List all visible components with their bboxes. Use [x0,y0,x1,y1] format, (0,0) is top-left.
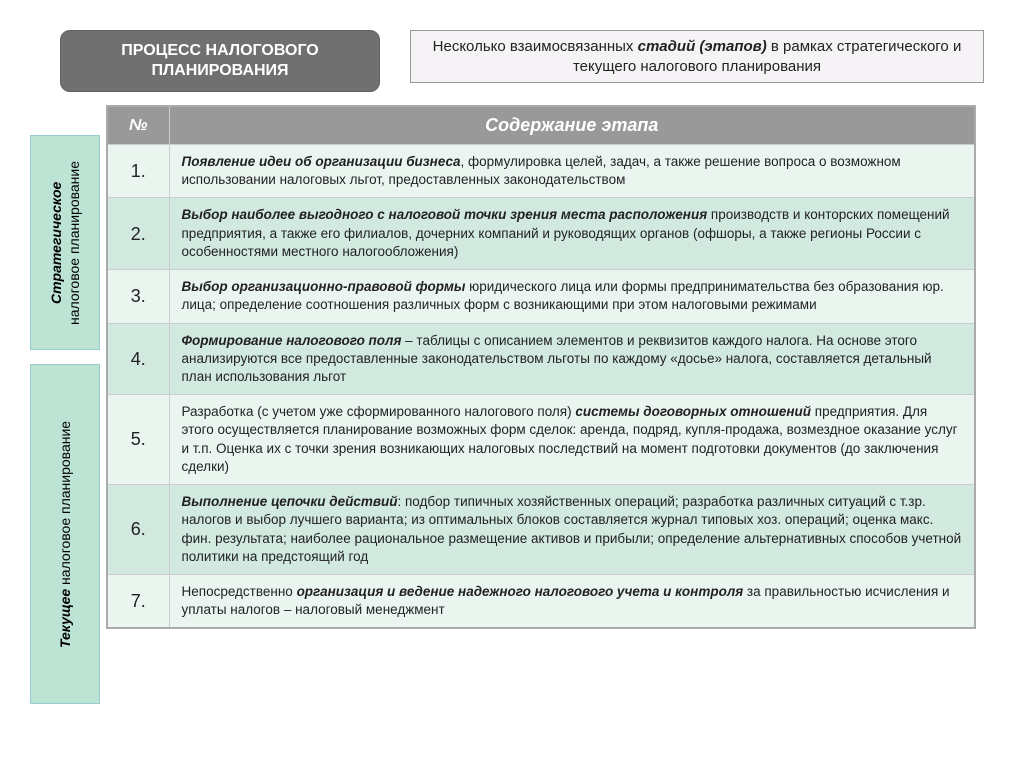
row-num: 7. [107,574,169,628]
subtitle-prefix: Несколько взаимосвязанных [433,38,638,55]
table-row: 1. Появление идеи об организации бизнеса… [107,145,975,198]
row-num: 1. [107,145,169,198]
subtitle-em: стадий (этапов) [638,38,767,55]
side-top-bold: Стратегическое [48,181,64,303]
table-row: 4. Формирование налогового поля – таблиц… [107,323,975,395]
table-row: 7. Непосредственно организация и ведение… [107,574,975,628]
title-line-2: ПЛАНИРОВАНИЯ [151,62,288,79]
table-row: 5. Разработка (с учетом уже сформированн… [107,395,975,485]
table-row: 3. Выбор организационно-правовой формы ю… [107,270,975,323]
col-header-num: № [107,106,169,145]
row-content: Непосредственно организация и ведение на… [169,574,975,628]
row-content: Выполнение цепочки действий: подбор типи… [169,485,975,575]
col-header-content: Содержание этапа [169,106,975,145]
row-num: 4. [107,323,169,395]
row-content: Появление идеи об организации бизнеса, ф… [169,145,975,198]
row-num: 2. [107,198,169,270]
side-labels: Стратегическое налоговое планирование Те… [30,105,100,704]
side-bot-rest: налоговое планирование [57,420,73,588]
row-num: 5. [107,395,169,485]
side-label-current: Текущее налоговое планирование [30,364,100,704]
table-row: 6. Выполнение цепочки действий: подбор т… [107,485,975,575]
title-line-1: ПРОЦЕСС НАЛОГОВОГО [121,42,319,59]
row-content: Формирование налогового поля – таблицы с… [169,323,975,395]
row-num: 3. [107,270,169,323]
subtitle-box: Несколько взаимосвязанных стадий (этапов… [410,30,984,83]
row-content: Выбор наиболее выгодного с налоговой точ… [169,198,975,270]
title-badge: ПРОЦЕСС НАЛОГОВОГО ПЛАНИРОВАНИЯ [60,30,380,92]
row-num: 6. [107,485,169,575]
row-content: Выбор организационно-правовой формы юрид… [169,270,975,323]
stages-table: № Содержание этапа 1. Появление идеи об … [106,105,976,629]
side-top-rest: налоговое планирование [66,160,82,324]
row-content: Разработка (с учетом уже сформированного… [169,395,975,485]
side-bot-bold: Текущее [57,588,73,647]
table-row: 2. Выбор наиболее выгодного с налоговой … [107,198,975,270]
side-label-strategic: Стратегическое налоговое планирование [30,135,100,350]
